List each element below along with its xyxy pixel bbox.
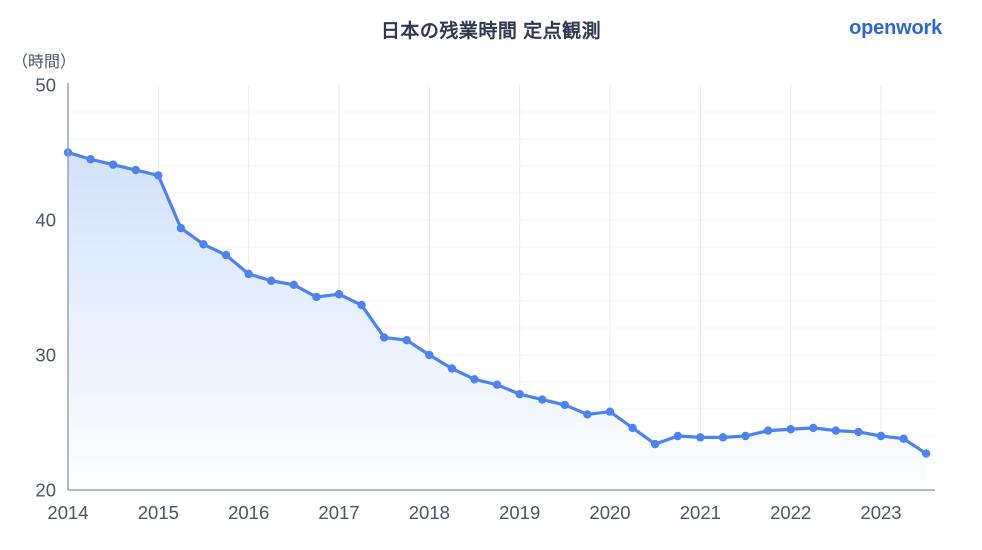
data-point [718,433,728,442]
data-point [154,171,163,180]
data-point [515,389,524,399]
x-tick-label: 2020 [589,502,630,523]
data-point [176,223,186,233]
data-point [267,276,276,285]
data-point [696,433,705,442]
data-point [876,431,886,441]
x-tick-label: 2018 [409,502,450,523]
data-point [289,280,299,289]
data-point [560,400,570,410]
data-point [492,380,502,389]
data-point [357,300,366,310]
data-point [199,240,208,249]
data-point [650,439,660,449]
brand-logo: openwork [849,17,942,39]
y-tick-label: 20 [35,480,56,501]
x-tick-label: 2016 [228,502,269,523]
data-point [921,449,931,458]
data-point [628,423,637,433]
data-point [605,407,615,416]
y-tick-label: 30 [35,345,56,366]
data-point [809,423,818,433]
data-point [312,292,321,302]
data-point [854,427,863,437]
x-tick-label: 2022 [770,502,811,523]
data-point [244,269,253,279]
data-point [583,410,592,419]
data-point [673,431,682,441]
x-tick-label: 2014 [47,502,88,523]
data-point [763,426,773,435]
area-fill [68,152,927,490]
data-point [470,375,479,384]
x-tick-label: 2019 [499,502,540,523]
data-point [899,434,908,443]
data-point [108,160,118,169]
data-point [741,431,750,441]
page-title: 日本の残業時間 定点観測 [380,21,602,42]
data-point [425,350,434,360]
data-point [402,335,411,345]
y-tick-label: 50 [35,75,56,96]
x-tick-label: 2015 [138,502,179,523]
y-axis-unit-label: （時間） [12,54,77,71]
data-point [334,290,344,299]
data-point [379,333,389,342]
data-point [131,165,140,175]
data-point [86,155,95,164]
x-tick-label: 2021 [680,502,721,523]
data-point [831,426,841,435]
data-point [786,425,795,434]
y-tick-label: 40 [35,210,56,231]
data-point [538,395,547,404]
data-point [221,250,231,260]
x-tick-label: 2023 [860,502,901,523]
data-point [447,364,457,373]
x-tick-label: 2017 [318,502,359,523]
